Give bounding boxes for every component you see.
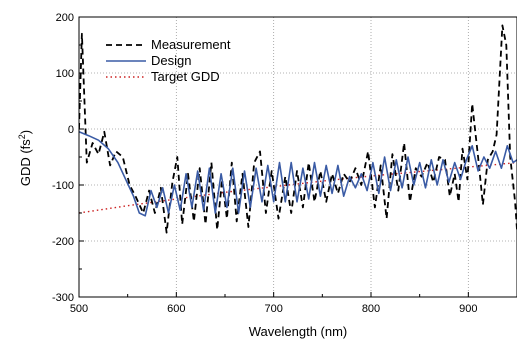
- x-axis-title: Wavelength (nm): [249, 324, 348, 339]
- y-tick-label: -100: [52, 180, 74, 192]
- series-line-target-gdd: [79, 161, 517, 214]
- legend-label-target-gdd: Target GDD: [151, 69, 220, 84]
- y-tick-label: 200: [56, 12, 74, 24]
- x-tick-label: 600: [167, 303, 185, 315]
- y-axis-title-superscript: 2: [17, 134, 27, 139]
- grid: [79, 17, 517, 297]
- legend-label-design: Design: [151, 53, 191, 68]
- plot-frame: [78, 16, 517, 298]
- x-tick-label: 900: [459, 303, 477, 315]
- x-tick-label: 800: [362, 303, 380, 315]
- series-layer: [79, 24, 517, 234]
- y-tick-label: -300: [52, 292, 74, 304]
- y-tick-label: 100: [56, 68, 74, 80]
- ticks: 500 600 700 800 900 -300 -200 -100 0 100 200: [52, 12, 478, 315]
- y-tick-label: 0: [68, 124, 74, 136]
- y-axis-title: GDD (fs2): [17, 130, 33, 186]
- x-tick-label: 700: [264, 303, 282, 315]
- y-tick-label: -200: [52, 236, 74, 248]
- x-tick-label: 500: [70, 303, 88, 315]
- legend: Measurement Design Target GDD: [106, 37, 231, 84]
- legend-label-measurement: Measurement: [151, 37, 231, 52]
- series-line-design: [79, 131, 517, 217]
